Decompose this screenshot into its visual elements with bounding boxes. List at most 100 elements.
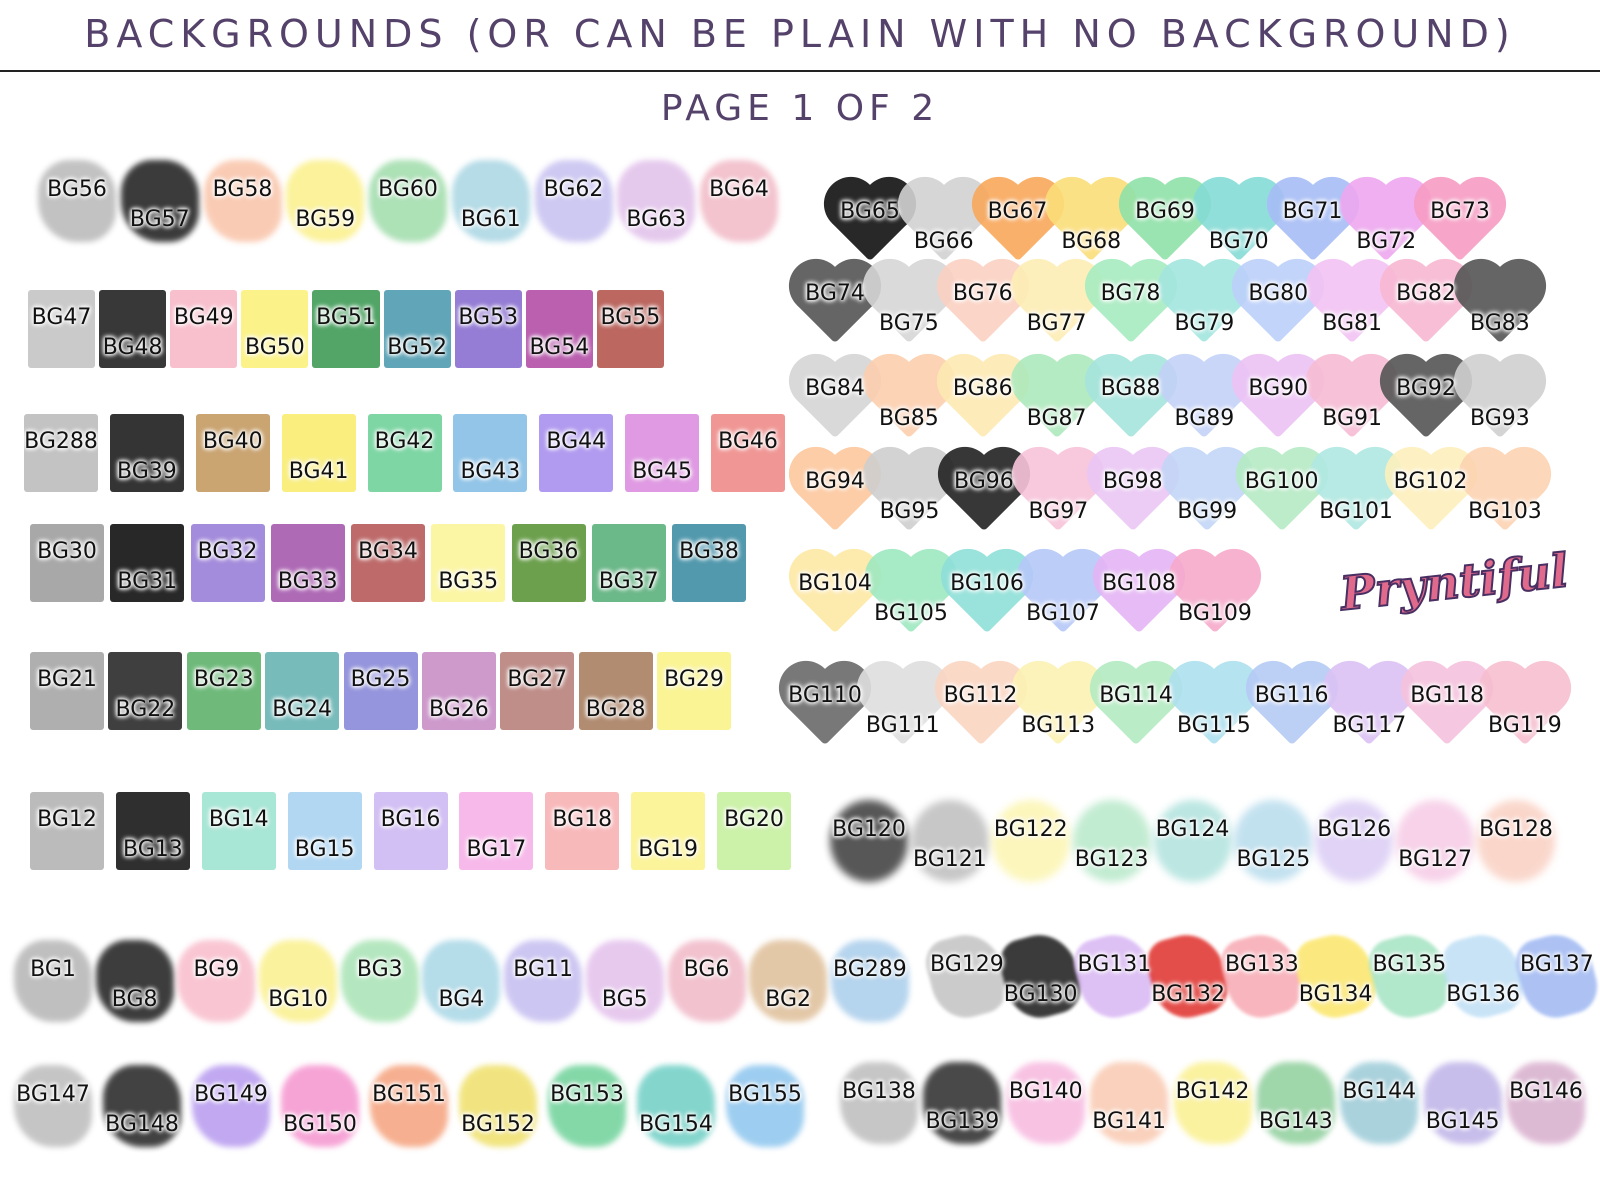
background-swatch-bg48: BG48 [97, 288, 168, 370]
square-swatch-shape [24, 414, 98, 492]
square-swatch-shape [545, 792, 620, 870]
swatch-label: BG16 [380, 806, 441, 832]
square-swatch-shape [717, 792, 791, 870]
background-swatch-bg150: BG150 [281, 1065, 359, 1147]
background-swatch-bg114: BG114 [1097, 668, 1175, 746]
square-swatch-shape [270, 524, 345, 602]
splotch-swatch-shape [548, 1065, 626, 1147]
background-swatch-bg38: BG38 [670, 522, 748, 604]
square-swatch-shape [421, 652, 496, 730]
swatch-row-square: BG12 BG13 BG14 BG15 BG16 BG17 BG18 BG19 BG20 [28, 790, 793, 872]
background-swatch-bg134: BG134 [1289, 926, 1382, 1026]
background-swatch-bg27: BG27 [498, 650, 576, 732]
splotch-swatch-shape [1507, 1062, 1585, 1144]
swatch-label: BG14 [208, 806, 269, 832]
swatch-label: BG138 [842, 1078, 916, 1104]
background-swatch-bg1: BG1 [14, 940, 92, 1022]
background-swatch-bg91: BG91 [1313, 361, 1391, 439]
page-title: BACKGROUNDS (OR CAN BE PLAIN WITH NO BAC… [84, 12, 1516, 56]
swatch-label: BG100 [1244, 468, 1319, 494]
background-swatch-bg10: BG10 [259, 940, 338, 1022]
square-swatch-shape [657, 652, 731, 730]
background-swatch-bg89: BG89 [1166, 361, 1243, 439]
background-swatch-bg56: BG56 [38, 160, 116, 242]
square-swatch-shape [511, 524, 586, 602]
square-swatch-shape [186, 652, 261, 730]
splotch-swatch-shape [840, 1062, 918, 1144]
swatch-row-splotch: BG1 BG8 BG9 BG10 BG3 BG4 BG11 BG5 BG6 BG2 BG289 [14, 940, 909, 1022]
background-swatch-bg73: BG73 [1421, 184, 1499, 262]
square-swatch-shape [110, 524, 185, 602]
swatch-label: BG119 [1488, 712, 1562, 738]
background-swatch-bg99: BG99 [1169, 454, 1246, 532]
background-swatch-bg41: BG41 [280, 412, 358, 494]
swatch-label: BG155 [728, 1081, 802, 1107]
background-swatch-bg28: BG28 [577, 650, 655, 732]
swatch-label: BG109 [1178, 600, 1252, 626]
swatch-label: BG98 [1102, 468, 1163, 494]
background-swatch-bg6: BG6 [667, 940, 746, 1022]
square-swatch-shape [108, 652, 183, 730]
background-swatch-bg13: BG13 [114, 790, 192, 872]
background-swatch-bg110: BG110 [786, 668, 864, 746]
brush-swatch-shape [1141, 926, 1235, 1026]
swatch-label: BG40 [202, 428, 263, 454]
swatch-label: BG94 [805, 468, 865, 494]
swatch-label: BG123 [1074, 846, 1149, 872]
background-swatch-bg146: BG146 [1507, 1062, 1585, 1144]
swatch-label: BG154 [639, 1111, 713, 1137]
swatch-label: BG35 [438, 568, 499, 594]
background-swatch-bg86: BG86 [944, 361, 1021, 439]
splash-swatch-shape [830, 800, 908, 882]
splash-swatch-shape [910, 800, 989, 882]
swatch-label: BG11 [513, 956, 573, 982]
background-swatch-bg135: BG135 [1363, 926, 1456, 1026]
swatch-label: BG37 [598, 568, 659, 594]
splotch-swatch-shape [286, 160, 365, 242]
background-swatch-bg80: BG80 [1240, 266, 1317, 344]
swatch-row-splotch: BG147 BG148 BG149 BG150 BG151 BG152 BG153 BG154… [14, 1065, 804, 1147]
background-swatch-bg78: BG78 [1092, 266, 1169, 344]
square-swatch-shape [431, 524, 506, 602]
swatch-row-heart: BG104 BG105 BG106 BG107 BG108 BG109 [796, 556, 1254, 634]
background-swatch-bg62: BG62 [534, 160, 613, 242]
swatch-label: BG150 [283, 1111, 357, 1137]
square-swatch-shape [351, 524, 425, 602]
background-swatch-bg79: BG79 [1166, 266, 1243, 344]
swatch-label: BG101 [1319, 498, 1393, 524]
background-swatch-bg83: BG83 [1461, 266, 1539, 344]
swatch-label: BG41 [288, 458, 349, 484]
background-swatch-bg39: BG39 [108, 412, 186, 494]
swatch-label: BG46 [718, 428, 778, 454]
swatch-label: BG116 [1254, 682, 1329, 708]
swatch-label: BG131 [1077, 951, 1152, 977]
swatch-label: BG70 [1208, 228, 1269, 254]
swatch-label: BG128 [1479, 816, 1553, 842]
brush-swatch-shape [1436, 926, 1530, 1026]
swatch-label: BG105 [874, 600, 948, 626]
swatch-label: BG107 [1026, 600, 1100, 626]
background-swatch-bg47: BG47 [26, 288, 97, 370]
swatch-label: BG73 [1430, 198, 1490, 224]
square-swatch-shape [631, 792, 706, 870]
square-swatch-shape [241, 290, 309, 368]
square-swatch-shape [367, 414, 442, 492]
swatch-label: BG12 [37, 806, 97, 832]
splotch-swatch-shape [1423, 1062, 1502, 1144]
background-swatch-bg15: BG15 [286, 790, 364, 872]
splotch-swatch-shape [95, 940, 174, 1022]
swatch-label: BG145 [1425, 1108, 1500, 1134]
swatch-label: BG42 [374, 428, 435, 454]
background-swatch-bg82: BG82 [1387, 266, 1465, 344]
swatch-row-splash: BG120 BG121 BG122 BG123 BG124 BG125 BG126 BG127… [830, 800, 1555, 882]
background-swatch-bg53: BG53 [453, 288, 524, 370]
square-swatch-shape [672, 524, 746, 602]
background-swatch-bg70: BG70 [1200, 184, 1277, 262]
background-swatch-bg69: BG69 [1126, 184, 1204, 262]
swatch-label: BG28 [585, 696, 646, 722]
background-swatch-bg111: BG111 [864, 668, 941, 746]
background-swatch-bg139: BG139 [923, 1062, 1002, 1144]
background-swatch-bg35: BG35 [429, 522, 507, 604]
swatch-label: BG97 [1028, 498, 1089, 524]
background-swatch-bg66: BG66 [905, 184, 982, 262]
